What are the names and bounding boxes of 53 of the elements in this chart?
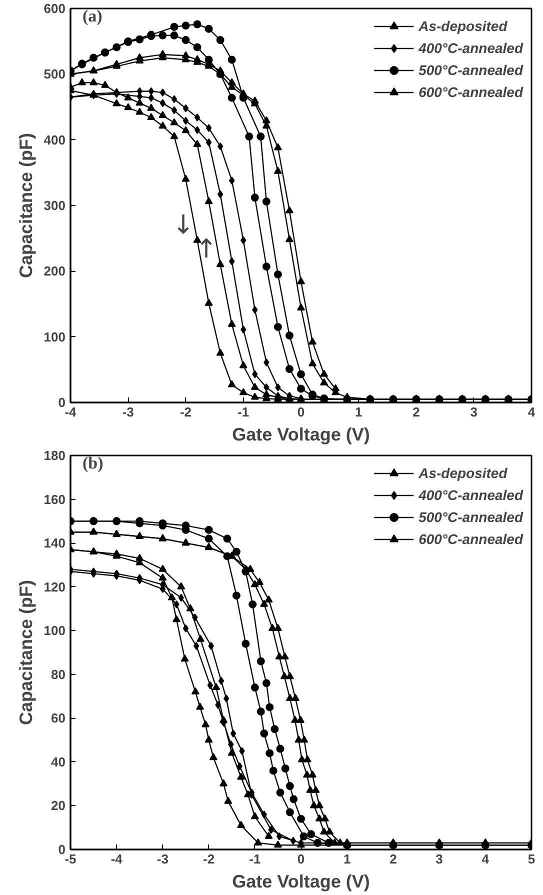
legend-label: 400°C-annealed: [418, 487, 523, 503]
x-tick-label: 5: [528, 852, 536, 866]
y-tick-label: 80: [51, 666, 66, 682]
y-tick-label: 180: [44, 448, 66, 463]
x-tick-label: -4: [64, 404, 78, 420]
x-tick-label: 3: [436, 852, 443, 866]
y-tick-label: 40: [51, 754, 66, 770]
y-tick-label: 400: [44, 132, 66, 148]
x-tick-label: -5: [64, 852, 76, 866]
y-tick-label: 0: [58, 842, 66, 857]
x-tick-label: -1: [249, 852, 261, 866]
x-tick-label: -2: [180, 404, 192, 420]
y-tick-label: 100: [44, 623, 66, 638]
x-tick-label: 2: [412, 404, 420, 420]
x-axis-title: Gate Voltage (V): [232, 424, 370, 444]
x-tick-label: 1: [343, 852, 351, 866]
legend-label: 500°C-annealed: [418, 62, 523, 78]
y-tick-label: 60: [51, 710, 66, 726]
x-tick-label: -1: [238, 404, 250, 420]
x-tick-label: 3: [470, 404, 478, 420]
y-tick-label: 120: [44, 579, 66, 594]
y-axis-title: Capacitance (pF): [16, 132, 36, 278]
legend-label: 500°C-annealed: [418, 509, 523, 525]
y-tick-label: 600: [44, 1, 66, 16]
x-tick-label: 4: [528, 404, 536, 420]
legend-label: As-deposited: [418, 18, 508, 34]
x-tick-label: -4: [110, 852, 124, 866]
annotation: ↓: [172, 210, 194, 240]
x-tick-label: -2: [203, 852, 215, 866]
x-tick-label: 1: [355, 404, 362, 420]
y-tick-label: 20: [51, 798, 66, 814]
x-axis-title: Gate Voltage (V): [232, 872, 370, 892]
x-tick-label: -3: [122, 404, 134, 420]
legend-label: As-deposited: [418, 465, 508, 481]
legend-label: 600°C-annealed: [418, 84, 523, 100]
y-tick-label: 500: [44, 66, 66, 82]
legend-label: 400°C-annealed: [418, 40, 523, 56]
x-tick-label: 0: [297, 404, 305, 420]
y-tick-label: 0: [58, 395, 66, 410]
x-tick-label: -3: [156, 852, 168, 866]
x-tick-label: 4: [482, 852, 490, 866]
y-tick-label: 200: [44, 264, 66, 279]
y-tick-label: 100: [44, 329, 66, 344]
annotation: ↑: [195, 234, 218, 265]
annotation: (a): [82, 6, 102, 26]
y-tick-label: 160: [44, 492, 66, 507]
legend-label: 600°C-annealed: [418, 531, 523, 547]
y-tick-label: 300: [44, 198, 66, 213]
y-axis-title: Capacitance (pF): [16, 580, 36, 726]
annotation: (b): [82, 454, 104, 472]
x-tick-label: 0: [297, 852, 305, 866]
x-tick-label: 2: [390, 852, 397, 866]
y-tick-label: 140: [44, 536, 66, 551]
